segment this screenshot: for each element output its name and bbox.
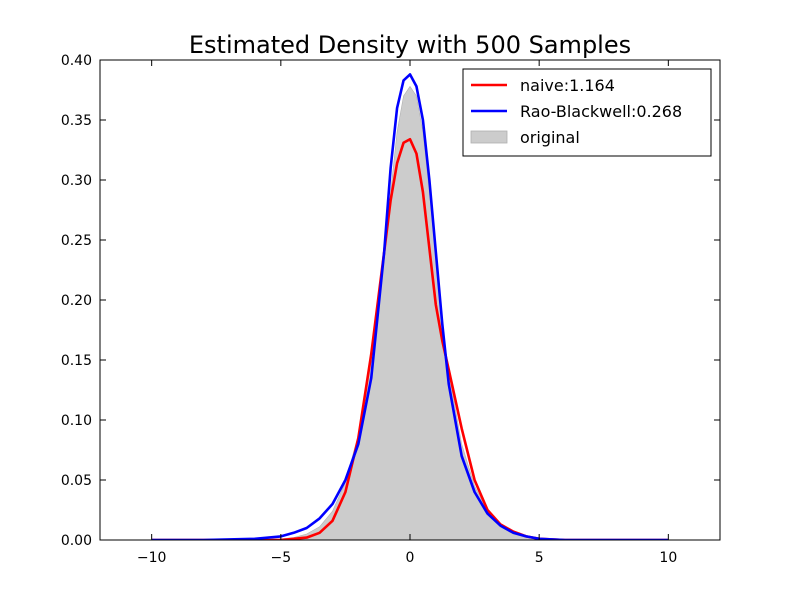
x-tick-label: −5: [271, 550, 292, 566]
y-tick-label: 0.35: [61, 113, 92, 129]
legend: naive:1.164 Rao-Blackwell:0.268 original: [462, 68, 712, 157]
x-tick-label: 10: [659, 550, 677, 566]
series-line-rao-blackwell-0-268: [151, 73, 669, 540]
x-tick-label: 5: [535, 550, 544, 566]
y-tick-label: 0.25: [61, 233, 92, 249]
axes: −10 −5 0 5 10 0.00 0.05 0.10 0.15 0.20 0.25 0.30 0.3…: [61, 53, 721, 566]
y-tick-label: 0.05: [61, 473, 92, 489]
plot-area: [151, 73, 669, 540]
y-tick-label: 0.20: [61, 293, 92, 309]
x-tick-label: −10: [137, 550, 167, 566]
legend-label: naive:1.164: [520, 76, 615, 95]
y-tick-label: 0.10: [61, 413, 92, 429]
y-tick-label: 0.40: [61, 53, 92, 69]
x-tick-label: 0: [406, 550, 415, 566]
legend-label: original: [520, 128, 580, 147]
legend-label: Rao-Blackwell:0.268: [520, 102, 682, 121]
y-tick-label: 0.30: [61, 173, 92, 189]
y-tick-label: 0.00: [61, 533, 92, 549]
y-tick-label: 0.15: [61, 353, 92, 369]
chart-title: Estimated Density with 500 Samples: [189, 31, 631, 59]
plot-clipped-group: [151, 73, 669, 540]
legend-swatch-area: [470, 130, 508, 144]
